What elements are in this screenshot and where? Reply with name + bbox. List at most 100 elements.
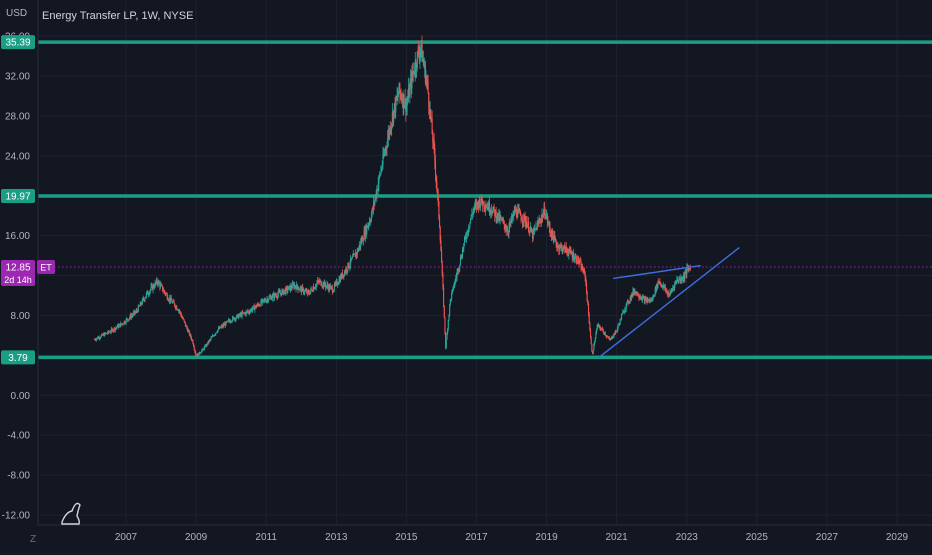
candle-body	[604, 333, 606, 334]
candle-body	[661, 285, 663, 288]
candle-body	[215, 332, 217, 335]
candle-body	[242, 312, 244, 314]
candle-body	[138, 306, 140, 307]
candle-body	[250, 309, 253, 312]
candle-body	[123, 321, 125, 325]
candle-body	[662, 284, 664, 286]
candle-body	[466, 230, 468, 238]
candle-body	[519, 211, 521, 216]
candle-body	[171, 300, 173, 303]
candle-body	[107, 331, 109, 334]
candle-body	[401, 99, 404, 106]
candle-body	[681, 279, 683, 281]
candle-body	[104, 333, 106, 334]
candle-body	[428, 106, 431, 114]
trendline[interactable]	[613, 264, 701, 280]
candle-body	[501, 219, 503, 221]
candle-body	[236, 315, 238, 318]
candle-body	[450, 298, 452, 300]
candle-body	[275, 295, 278, 297]
candle-body	[491, 212, 493, 214]
candle-body	[254, 307, 256, 311]
candle-body	[575, 256, 577, 258]
candle-body	[298, 289, 300, 291]
candle-body	[312, 290, 314, 292]
candle-body	[319, 280, 321, 282]
candle-body	[345, 268, 347, 273]
x-tick-label: 2013	[325, 532, 348, 543]
candle-body	[561, 245, 563, 247]
level-price-tag	[1, 350, 35, 365]
candle-body	[174, 303, 176, 307]
candle-body	[246, 311, 249, 312]
candle-body	[360, 241, 362, 247]
timezone-icon[interactable]: Z	[30, 534, 36, 545]
candle-body	[474, 204, 476, 206]
candle-body	[616, 330, 618, 332]
candle-body	[519, 211, 521, 212]
candle-body	[364, 231, 366, 237]
candle-body	[216, 331, 218, 333]
candle-body	[297, 287, 299, 291]
candle-body	[285, 287, 287, 294]
candle-body	[191, 337, 193, 340]
candle-body	[517, 209, 519, 218]
tradingview-logo[interactable]	[61, 502, 81, 525]
candle-body	[600, 328, 602, 330]
candle-body	[265, 300, 267, 302]
candle-body	[682, 279, 684, 280]
candle-body	[381, 165, 383, 169]
candle-body	[125, 319, 127, 323]
candle-body	[259, 305, 261, 306]
candle-body	[679, 277, 681, 281]
candle-body	[166, 293, 168, 295]
candle-body	[411, 71, 413, 89]
candle-body	[221, 325, 223, 327]
candle-body	[235, 317, 237, 320]
candle-body	[164, 290, 166, 293]
candle-body	[611, 336, 613, 339]
candle-body	[281, 290, 283, 296]
candle-body	[302, 288, 304, 293]
candle-body	[286, 287, 288, 289]
candle-body	[292, 283, 294, 289]
candle-body	[506, 230, 508, 231]
candle-body	[485, 206, 487, 210]
candle-body	[252, 306, 254, 310]
candle-body	[207, 341, 209, 343]
candle-body	[403, 94, 405, 108]
candle-body	[219, 326, 221, 329]
candle-body	[104, 333, 106, 337]
candle-body	[552, 236, 555, 242]
candle-body	[659, 281, 661, 284]
candle-body	[674, 282, 676, 288]
candle-body	[685, 270, 687, 274]
candle-body	[294, 285, 296, 288]
candle-body	[193, 346, 195, 350]
candle-body	[426, 78, 428, 81]
trendline[interactable]	[598, 247, 740, 358]
candle-body	[583, 269, 586, 273]
candle-body	[528, 231, 530, 233]
candle-body	[424, 64, 426, 68]
candle-body	[226, 321, 228, 323]
bar-countdown-label: 2d 14h	[4, 275, 32, 285]
candle-body	[560, 245, 562, 247]
candle-body	[625, 309, 627, 310]
y-tick-label: 0.00	[11, 391, 31, 402]
x-tick-label: 2009	[185, 532, 208, 543]
candle-body	[241, 312, 243, 317]
candle-body	[682, 275, 685, 280]
candle-body	[504, 225, 506, 230]
candle-body	[327, 284, 329, 287]
candle-body	[453, 286, 455, 288]
candle-body	[145, 296, 147, 299]
candle-body	[689, 267, 691, 271]
candle-body	[473, 208, 475, 211]
candle-body	[135, 311, 137, 314]
candle-body	[478, 203, 480, 208]
candle-body	[146, 291, 148, 294]
candle-body	[159, 283, 161, 288]
candle-body	[410, 78, 412, 85]
